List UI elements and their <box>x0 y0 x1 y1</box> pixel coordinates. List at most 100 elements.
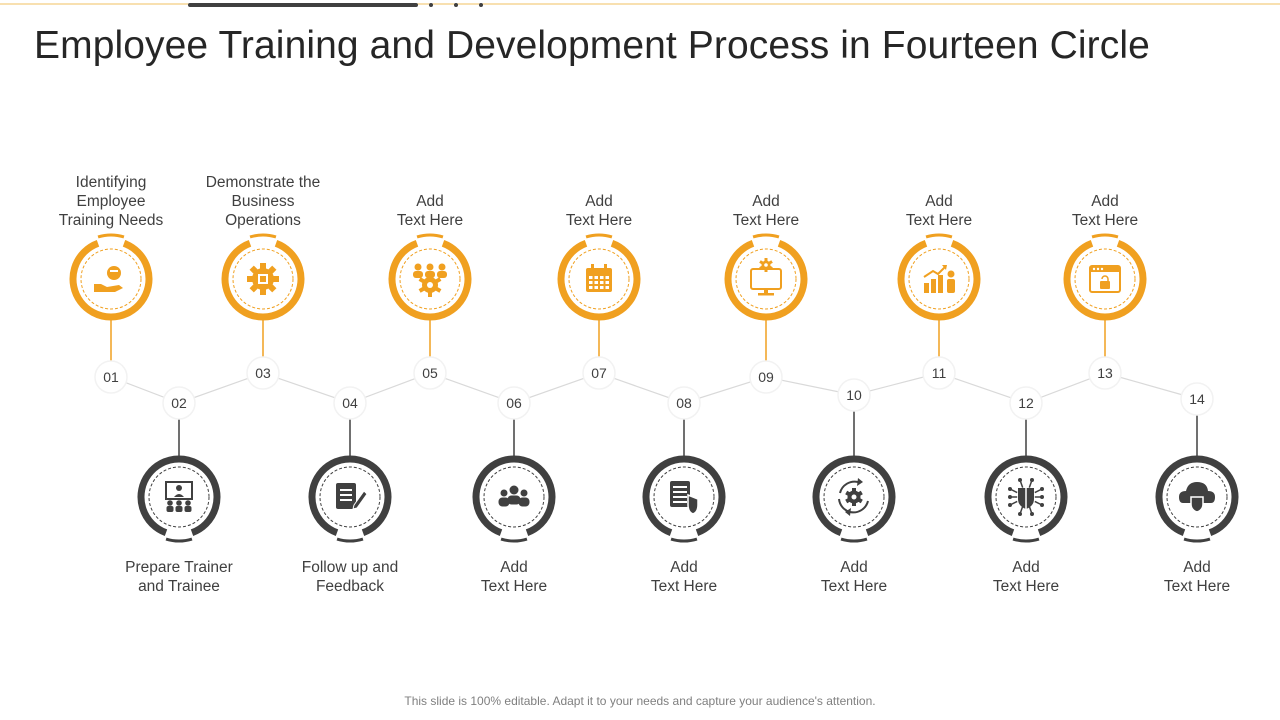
label-line: Text Here <box>820 578 888 595</box>
label-line: Add <box>500 559 528 576</box>
step-label-08: Add Text Here <box>609 558 759 596</box>
label-line: Text Here <box>1163 578 1231 595</box>
step-circle-14 <box>1155 455 1239 543</box>
step-circle-12 <box>984 455 1068 543</box>
step-number-text: 06 <box>506 395 522 411</box>
step-label-11: Add Text Here <box>864 192 1014 230</box>
step-label-04: Follow up and Feedback <box>275 558 425 596</box>
step-circle-11 <box>897 233 981 321</box>
label-line: Identifying <box>75 174 147 191</box>
step-label-09: Add Text Here <box>691 192 841 230</box>
label-line: and Trainee <box>138 578 220 595</box>
label-line: Text Here <box>1071 212 1139 229</box>
label-line: Add <box>585 193 613 210</box>
label-line: Add <box>1012 559 1040 576</box>
step-label-02: Prepare Trainer and Trainee <box>104 558 254 596</box>
step-number-06: 06 <box>497 386 531 420</box>
step-label-10: Add Text Here <box>779 558 929 596</box>
label-line: Text Here <box>650 578 718 595</box>
step-number-text: 04 <box>342 395 358 411</box>
step-number-text: 09 <box>758 369 774 385</box>
step-number-12: 12 <box>1009 386 1043 420</box>
gear-cycle-icon <box>838 478 869 516</box>
step-number-10: 10 <box>837 378 871 412</box>
step-circle-05 <box>388 233 472 321</box>
document-shield-icon <box>670 481 699 515</box>
step-number-04: 04 <box>333 386 367 420</box>
hand-money-icon <box>94 266 123 292</box>
step-number-08: 08 <box>667 386 701 420</box>
step-circle-10 <box>812 455 896 543</box>
trainer-screen-icon <box>165 481 193 512</box>
label-line: Demonstrate the <box>205 174 321 191</box>
document-pen-icon <box>336 483 368 510</box>
step-circle-03 <box>221 233 305 321</box>
step-circle-08 <box>642 455 726 543</box>
step-number-09: 09 <box>749 360 783 394</box>
step-label-12: Add Text Here <box>951 558 1101 596</box>
step-circle-02 <box>137 455 221 543</box>
label-line: Add <box>670 559 698 576</box>
label-line: Add <box>416 193 444 210</box>
step-label-03: Demonstrate the Business Operations <box>188 173 338 230</box>
label-line: Add <box>840 559 868 576</box>
step-label-07: Add Text Here <box>524 192 674 230</box>
label-line: Employee <box>76 193 146 210</box>
label-line: Text Here <box>905 212 973 229</box>
step-number-text: 07 <box>591 365 607 381</box>
step-number-07: 07 <box>582 356 616 390</box>
step-label-06: Add Text Here <box>439 558 589 596</box>
calendar-icon <box>586 264 612 292</box>
step-circle-09 <box>724 233 808 321</box>
label-line: Add <box>752 193 780 210</box>
browser-lock-icon <box>1089 265 1121 293</box>
step-circle-13 <box>1063 233 1147 321</box>
gear-box-icon <box>247 263 279 295</box>
step-label-13: Add Text Here <box>1030 192 1180 230</box>
label-line: Operations <box>225 212 301 229</box>
step-number-text: 11 <box>932 365 947 381</box>
step-number-text: 10 <box>846 387 862 403</box>
label-line: Text Here <box>992 578 1060 595</box>
step-number-05: 05 <box>413 356 447 390</box>
step-number-01: 01 <box>94 360 128 394</box>
label-line: Feedback <box>315 578 385 595</box>
step-number-text: 12 <box>1018 395 1034 411</box>
bar-chart-person-icon <box>923 265 955 293</box>
team-gear-icon <box>413 263 447 297</box>
step-circle-04 <box>308 455 392 543</box>
step-label-01: Identifying Employee Training Needs <box>36 173 186 230</box>
step-label-05: Add Text Here <box>355 192 505 230</box>
step-number-02: 02 <box>162 386 196 420</box>
label-line: Prepare Trainer <box>125 559 233 576</box>
label-line: Add <box>1091 193 1119 210</box>
step-number-13: 13 <box>1088 356 1122 390</box>
label-line: Training Needs <box>58 212 164 229</box>
step-number-text: 03 <box>255 365 271 381</box>
step-circle-07 <box>557 233 641 321</box>
label-line: Text Here <box>480 578 548 595</box>
top-decoration <box>0 3 1280 7</box>
step-number-text: 14 <box>1189 391 1205 407</box>
footer-note: This slide is 100% editable. Adapt it to… <box>404 694 876 708</box>
step-number-11: 11 <box>922 356 956 390</box>
label-line: Add <box>925 193 953 210</box>
label-line: Text Here <box>396 212 464 229</box>
step-label-14: Add Text Here <box>1122 558 1272 596</box>
label-line: Text Here <box>565 212 633 229</box>
label-line: Business <box>231 193 295 210</box>
step-number-03: 03 <box>246 356 280 390</box>
step-number-text: 13 <box>1097 365 1113 381</box>
label-line: Add <box>1183 559 1211 576</box>
group-people-icon <box>498 485 530 507</box>
step-number-14: 14 <box>1180 382 1214 416</box>
page-title: Employee Training and Development Proces… <box>34 24 1150 67</box>
step-circle-01 <box>69 233 153 321</box>
label-line: Text Here <box>732 212 800 229</box>
chip-shield-icon <box>1008 478 1044 516</box>
step-number-text: 05 <box>422 365 438 381</box>
step-circle-06 <box>472 455 556 543</box>
step-number-text: 02 <box>171 395 187 411</box>
step-number-text: 08 <box>676 395 692 411</box>
